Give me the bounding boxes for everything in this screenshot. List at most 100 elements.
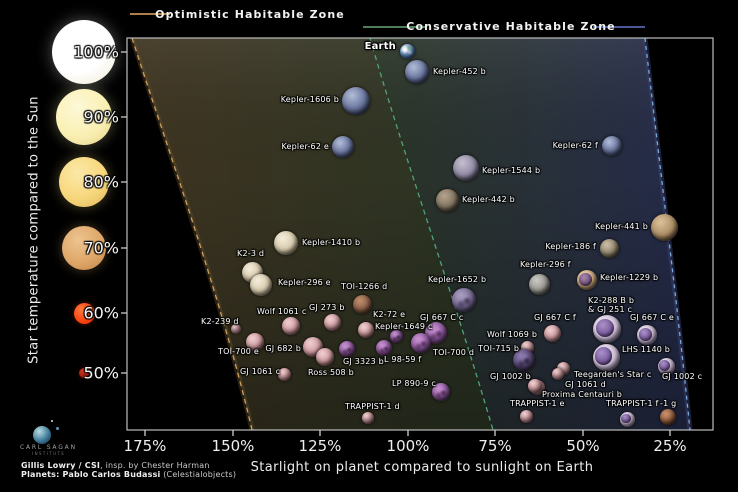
x-tick-label-25: 25% [653, 437, 687, 455]
planet-kepler-186-f [599, 238, 619, 258]
credit-line-planets: Planets: Pablo Carlos Budassi (Celestial… [21, 470, 236, 479]
credit-author-rest: , insp. by Chester Harman [100, 461, 210, 470]
planet-label-ross-508-b: Ross 508 b [308, 368, 354, 377]
planet-core [621, 413, 631, 424]
y-tick-label-70: 70% [83, 238, 119, 258]
planet-label-kepler-62-f: Kepler-62 f [552, 141, 598, 150]
planet-trappist-1-f [619, 411, 635, 427]
logo-moon-dot [56, 427, 59, 430]
planet-gj-1002-c [657, 357, 675, 375]
planet-label-lp-890-9-c: LP 890-9 c [392, 379, 437, 388]
planet-label-kepler-442-b: Kepler-442 b [462, 195, 515, 204]
planet-label-k2-239-d: K2-239 d [201, 317, 239, 326]
x-tick-label-150: 150% [211, 437, 255, 455]
planet-kepler-1410-b [274, 231, 298, 255]
planet-label-gj-1061-d: GJ 1061 d [565, 380, 606, 389]
planet-label-k2-288-b-b-gj-251-c: K2-288 B b [588, 296, 635, 305]
planet-trappist-1-g [660, 409, 676, 425]
y-tick-label-60: 60% [83, 303, 119, 323]
y-tick-label-80: 80% [83, 172, 119, 192]
y-tick-label-50: 50% [83, 363, 119, 383]
planet-lhs-1140-b [592, 343, 620, 371]
carl-sagan-institute-logo-planet [33, 426, 51, 444]
planet-label-l-98-59-f: L 98-59 f [384, 355, 422, 364]
planet-core [595, 318, 614, 337]
planet-label-kepler-452-b: Kepler-452 b [433, 67, 486, 76]
planet-kepler-62-e [332, 136, 354, 158]
star-circle-50 [79, 368, 89, 378]
planet-label-gj-1002-b: GJ 1002 b [490, 372, 531, 381]
planet-core [639, 327, 652, 341]
planet-l-98-59-f [376, 340, 392, 356]
planet-label-kepler-1649-c: Kepler-1649 c [375, 322, 433, 331]
credit-planets-bold: Planets: Pablo Carlos Budassi [21, 470, 161, 479]
planet-label-gj-667-c-f: GJ 667 C f [534, 313, 576, 322]
planet-gj-3323-b [339, 341, 355, 357]
planet-label-gj-682-b: GJ 682 b [265, 344, 301, 353]
planet-label-kepler-186-f: Kepler-186 f [545, 242, 596, 251]
logo-star-dot [51, 420, 53, 422]
planet-gj-1061-c [277, 367, 291, 381]
planet-label-toi-700-e: TOI-700 e [218, 347, 259, 356]
planet-core [595, 347, 613, 365]
planet-k2-72-e [358, 322, 374, 338]
planet-gj-1061-d [552, 368, 564, 380]
planet-gj-667-c-f [543, 324, 561, 342]
planet-core [659, 359, 671, 371]
planet-label-wolf-1069-b: Wolf 1069 b [487, 330, 538, 339]
y-tick-label-90: 90% [83, 107, 119, 127]
y-axis-tick-marks [121, 51, 127, 374]
planet-trappist-1-d [362, 412, 374, 424]
star-circle-70 [62, 226, 106, 270]
logo-text-institute: INSTITUTE [32, 451, 66, 456]
x-tick-label-100: 100% [386, 437, 430, 455]
credit-author-bold: Gillis Lowry / CSI [21, 461, 101, 470]
x-tick-label-125: 125% [298, 437, 342, 455]
planet-toi-700-e [246, 333, 264, 351]
y-axis-title: Star temperature compared to the Sun [26, 96, 42, 364]
planet-kepler-1649-c [389, 329, 403, 343]
planet-label-proxima-centauri-b: Proxima Centauri b [542, 390, 623, 399]
x-tick-label-175: 175% [123, 437, 167, 455]
planet-label-kepler-1652-b: Kepler-1652 b [428, 275, 487, 284]
planet-core [579, 272, 592, 286]
planet-label-trappist-1-f: TRAPPIST-1 f [606, 399, 659, 408]
planet-kepler-452-b [405, 60, 429, 84]
planet-lp-890-9-c [432, 383, 450, 401]
legend-conservative-label: Conservative Habitable Zone [406, 20, 616, 33]
planet-label-gj-667-c-c: GJ 667 C c [420, 313, 464, 322]
logo-text-carl-sagan: CARL SAGAN [20, 444, 77, 451]
planet-label-kepler-296-e: Kepler-296 e [278, 278, 331, 287]
planet-label-gj-3323-b: GJ 3323 b [343, 357, 384, 366]
planet-label-toi-715-b: TOI-715 b [478, 344, 520, 353]
planet-label-wolf-1061-c: Wolf 1061 c [257, 307, 307, 316]
planet-trappist-1-e [519, 409, 533, 423]
planet-toi-715-b [513, 349, 535, 371]
star-circle-60 [73, 302, 95, 324]
planet-kepler-1544-b [453, 155, 479, 181]
planet-label-kepler-296-f: Kepler-296 f [520, 260, 571, 269]
planet-wolf-1061-c [282, 317, 300, 335]
x-axis-title: Starlight on planet compared to sunlight… [250, 460, 594, 475]
planet-kepler-1652-b [452, 288, 476, 312]
planet-label-k2-72-e: K2-72 e [373, 310, 406, 319]
conservative-inner-boundary-line [369, 37, 494, 431]
planet-label-kepler-1410-b: Kepler-1410 b [302, 238, 361, 247]
planet-label-kepler-441-b: Kepler-441 b [595, 222, 648, 231]
planet-label-trappist-1-d: TRAPPIST-1 d [345, 402, 400, 411]
x-tick-label-50: 50% [566, 437, 600, 455]
planet-kepler-62-f [602, 136, 622, 156]
planet-label-toi-700-d: TOI-700 d [433, 348, 475, 357]
credit-planets-rest: (Celestialobjects) [160, 470, 237, 479]
planet-kepler-296-f [528, 273, 550, 295]
planet-k2-288-b-b-gj-251-c [593, 315, 621, 343]
planet-label-lhs-1140-b: LHS 1140 b [622, 345, 671, 354]
planet-label-k2-3-d: K2-3 d [237, 249, 265, 258]
planet-label-trappist-1-e: TRAPPIST-1 e [510, 399, 565, 408]
planet-label-toi-1266-d: TOI-1266 d [341, 282, 388, 291]
planet-proxima-centauri-b [528, 379, 542, 393]
optimistic-inner-boundary-line [131, 37, 253, 431]
planet-k2-239-d [231, 324, 241, 334]
planet-kepler-296-e [250, 274, 272, 296]
planet-label-kepler-1544-b: Kepler-1544 b [482, 166, 541, 175]
